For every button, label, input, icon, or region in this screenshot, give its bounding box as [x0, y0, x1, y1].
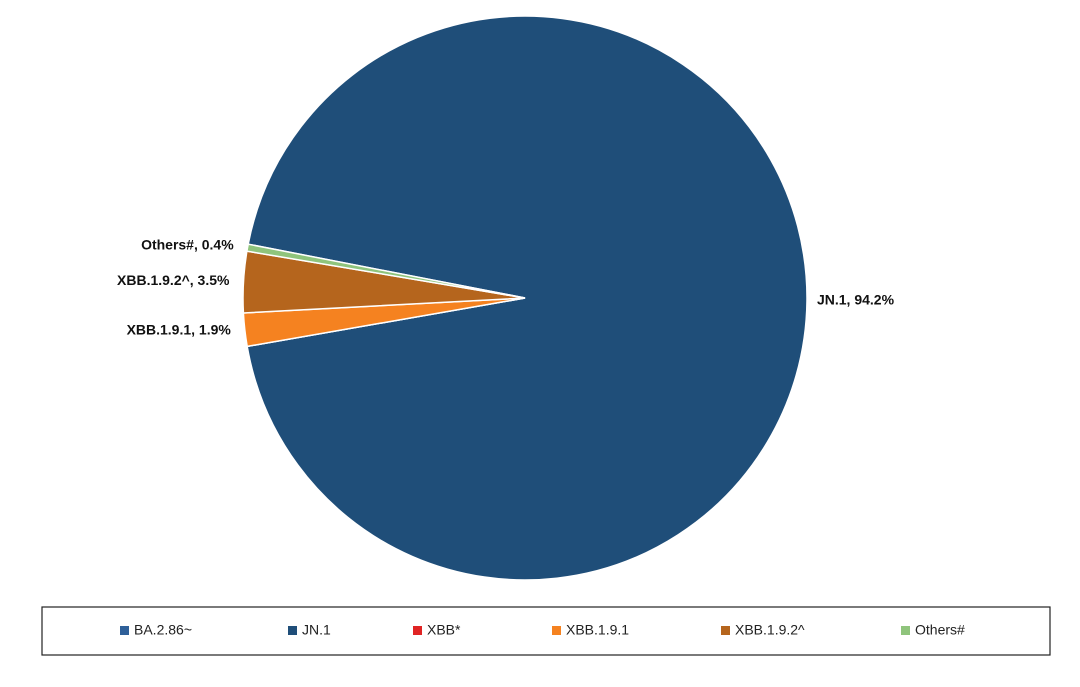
legend-box — [41, 606, 1051, 656]
data-label: XBB.1.9.1, 1.9% — [127, 322, 232, 338]
data-label: Others#, 0.4% — [141, 237, 234, 253]
data-label: XBB.1.9.2^, 3.5% — [117, 272, 230, 288]
legend-swatch — [901, 626, 910, 635]
legend-label: XBB.1.9.2^ — [735, 622, 805, 638]
legend-swatch — [120, 626, 129, 635]
legend-label: Others# — [915, 622, 965, 638]
pie-slice — [246, 243, 526, 299]
data-label: JN.1, 94.2% — [817, 292, 895, 308]
legend-label: BA.2.86~ — [134, 622, 192, 638]
legend-label: XBB.1.9.1 — [566, 622, 629, 638]
legend-swatch — [552, 626, 561, 635]
pie-slice — [246, 15, 808, 581]
legend-swatch — [413, 626, 422, 635]
legend-label: XBB* — [427, 622, 461, 638]
legend-swatch — [288, 626, 297, 635]
legend-swatch — [721, 626, 730, 635]
legend-label: JN.1 — [302, 622, 331, 638]
